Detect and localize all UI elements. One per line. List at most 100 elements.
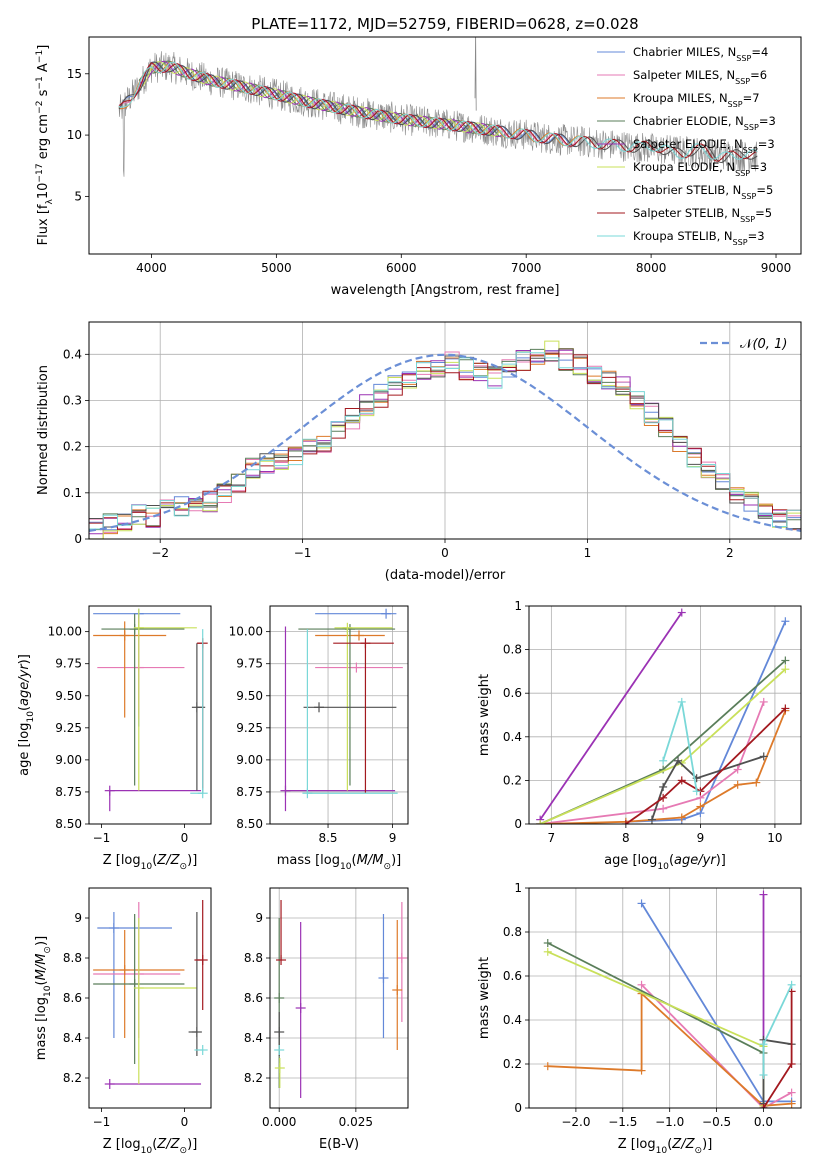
spectrum-xtick-label: 8000 bbox=[636, 261, 667, 275]
legend-entry: Chabrier ELODIE, NSSP=3 bbox=[633, 114, 776, 132]
normal-reference-curve bbox=[89, 353, 801, 532]
weight-vs-age-axes: 7 8 9 10 0 0.2 0.4 0.6 0.8 1 bbox=[503, 599, 802, 845]
age-vs-Z-ylabel: age [log10(age/yr)] bbox=[17, 654, 36, 776]
spectrum-ytick-label: 10 bbox=[67, 128, 82, 142]
histogram-xtick-label: 2 bbox=[726, 546, 734, 560]
mass-vs-Z-ytick-label: 8.4 bbox=[63, 1031, 82, 1045]
mass-vs-EBV-ytick-label: 8.2 bbox=[244, 1071, 263, 1085]
age-vs-Z-axes: −1 0 8.50 8.75 9.00 9.25 9.50 9.75 10.00 bbox=[48, 605, 212, 845]
age-vs-Z-xlabel: Z [log10(Z/Z⊙)] bbox=[103, 853, 198, 872]
mass-vs-Z-plot-area bbox=[93, 900, 208, 1089]
age-vs-mass-errorbar-kroupa-stelib bbox=[302, 629, 398, 799]
mass-vs-Z-errorbar-kroupa-stelib bbox=[194, 1045, 208, 1055]
age-vs-Z-ytick-label: 9.75 bbox=[55, 657, 82, 671]
histogram-ytick-label: 0.4 bbox=[63, 347, 82, 361]
mass-vs-EBV-ytick-label: 9 bbox=[255, 911, 263, 925]
weight-vs-Z-plot-area bbox=[529, 888, 801, 1108]
mass-vs-EBV-xtick-label: 0.025 bbox=[339, 1115, 373, 1129]
histogram-ylabel: Normed distribution bbox=[36, 365, 51, 495]
age-vs-Z-ytick-label: 9.25 bbox=[55, 721, 82, 735]
age-vs-mass-ytick-label: 8.75 bbox=[236, 785, 263, 799]
mass-vs-EBV-errorbar-chabrier-miles bbox=[378, 914, 389, 1038]
histogram-chabrier-stelib bbox=[89, 348, 801, 530]
mass-vs-EBV-xlabel: E(B-V) bbox=[319, 1137, 359, 1152]
weight-vs-age-xlabel: age [log10(age/yr)] bbox=[604, 853, 726, 872]
model-spectrum-salpeter-elodie bbox=[138, 60, 502, 138]
legend-entry: Chabrier MILES, NSSP=4 bbox=[633, 45, 768, 63]
mass-vs-EBV-frame bbox=[269, 887, 409, 1109]
weight-vs-age-ytick-label: 0.8 bbox=[503, 643, 522, 657]
mass-vs-EBV-ytick-label: 8.6 bbox=[244, 991, 263, 1005]
mass-vs-EBV-errorbar-salpeter-elodie bbox=[295, 922, 306, 1098]
weight-vs-Z-ytick-label: 0.8 bbox=[503, 925, 522, 939]
spectrum-frame bbox=[88, 36, 802, 255]
mass-vs-Z-ylabel: mass [log10(M/M⊙)] bbox=[34, 936, 53, 1060]
model-spectrum-salpeter-stelib bbox=[118, 62, 758, 162]
weight-vs-age-xtick-label: 10 bbox=[767, 831, 782, 845]
age-vs-mass-ytick-label: 9.00 bbox=[236, 753, 263, 767]
spectrum-xtick-label: 7000 bbox=[511, 261, 542, 275]
legend-entry: Chabrier STELIB, NSSP=5 bbox=[633, 183, 773, 201]
spectrum-xtick-label: 5000 bbox=[261, 261, 292, 275]
age-vs-mass-ytick-label: 9.25 bbox=[236, 721, 263, 735]
histogram-ytick-label: 0.2 bbox=[63, 440, 82, 454]
figure-title: PLATE=1172, MJD=52759, FIBERID=0628, z=0… bbox=[251, 15, 638, 33]
age-vs-mass-plot-area bbox=[270, 606, 408, 824]
spectrum-ylabel: Flux [fλ10−17 erg cm−2 s−1 A−1] bbox=[35, 45, 55, 246]
weight-vs-Z-ytick-label: 0.4 bbox=[503, 1013, 522, 1027]
histogram-xtick-label: −2 bbox=[151, 546, 169, 560]
mass-vs-EBV-errorbar-salpeter-stelib bbox=[276, 900, 287, 965]
mass-vs-EBV-errorbar-salpeter-miles bbox=[396, 902, 407, 1022]
weight-vs-Z-ytick-label: 0 bbox=[514, 1101, 522, 1115]
age-vs-mass-ytick-label: 9.75 bbox=[236, 657, 263, 671]
spectrum-xlabel: wavelength [Angstrom, rest frame] bbox=[331, 283, 560, 298]
weight-vs-Z-frame bbox=[528, 887, 802, 1109]
mass-vs-EBV-errorbar-kroupa-miles bbox=[392, 920, 403, 1050]
mass-vs-Z-xtick-label: −1 bbox=[93, 1115, 111, 1129]
age-vs-Z-xtick-label: −1 bbox=[93, 831, 111, 845]
histogram-ytick-label: 0 bbox=[74, 532, 82, 546]
weight-vs-age-ytick-label: 0.4 bbox=[503, 730, 522, 744]
mass-vs-EBV-xtick-label: 0.000 bbox=[262, 1115, 296, 1129]
age-vs-Z-errorbar-kroupa-stelib bbox=[190, 629, 208, 799]
mass-vs-Z-ytick-label: 8.8 bbox=[63, 951, 82, 965]
plots-layer: 4000 5000 6000 7000 8000 900051015wavelength … bbox=[17, 36, 802, 1156]
age-vs-Z-ytick-label: 9.00 bbox=[55, 753, 82, 767]
mass-vs-EBV-ytick-label: 8.4 bbox=[244, 1031, 263, 1045]
weight-vs-Z-xtick-label: −2.0 bbox=[561, 1115, 590, 1129]
weight-vs-Z-grid bbox=[529, 888, 801, 1108]
sky-line-spike bbox=[474, 37, 477, 111]
spectrum-ytick-label: 5 bbox=[74, 189, 82, 203]
mass-vs-Z-ytick-label: 8.6 bbox=[63, 991, 82, 1005]
weight-vs-Z-ylabel: mass weight bbox=[477, 957, 492, 1039]
legend-entry: Salpeter MILES, NSSP=6 bbox=[633, 68, 767, 86]
histogram-grid bbox=[89, 322, 801, 539]
mass-vs-EBV-errorbar-kroupa-stelib bbox=[274, 1045, 285, 1055]
histogram-ytick-label: 0.1 bbox=[63, 486, 82, 500]
model-spectrum-kroupa-elodie bbox=[138, 61, 502, 137]
mass-vs-Z-ytick-label: 8.2 bbox=[63, 1071, 82, 1085]
mass-vs-Z-frame bbox=[88, 887, 212, 1109]
age-vs-Z-errorbar-chabrier-elodie bbox=[101, 613, 185, 786]
weight-vs-Z-xlabel: Z [log10(Z/Z⊙)] bbox=[618, 1137, 713, 1156]
histogram-ytick-label: 0.3 bbox=[63, 393, 82, 407]
weight-vs-Z-ytick-label: 0.2 bbox=[503, 1057, 522, 1071]
age-vs-Z-plot-area bbox=[93, 608, 208, 812]
histogram-xtick-label: 0 bbox=[441, 546, 449, 560]
histogram-legend-label: 𝒩(0, 1) bbox=[740, 337, 787, 352]
mass-vs-Z-ytick-label: 9 bbox=[74, 911, 82, 925]
model-spectrum-salpeter-miles bbox=[118, 62, 577, 147]
mass-vs-Z-errorbar-salpeter-stelib bbox=[194, 900, 208, 1010]
legend-entry: Kroupa ELODIE, NSSP=3 bbox=[633, 160, 767, 178]
weight-vs-Z-xtick-label: −1.5 bbox=[608, 1115, 637, 1129]
mass-vs-Z-xlabel: Z [log10(Z/Z⊙)] bbox=[103, 1137, 198, 1156]
age-vs-Z-ytick-label: 10.00 bbox=[48, 625, 82, 639]
weight-vs-age-ytick-label: 0.6 bbox=[503, 686, 522, 700]
weight-vs-age-ytick-label: 0 bbox=[514, 817, 522, 831]
model-spectrum-chabrier-elodie bbox=[138, 60, 502, 138]
age-vs-Z-ytick-label: 9.50 bbox=[55, 689, 82, 703]
histogram-plot-area bbox=[89, 322, 801, 539]
weight-vs-Z-ytick-label: 0.6 bbox=[503, 969, 522, 983]
mass-vs-Z-errorbar-kroupa-elodie bbox=[133, 918, 197, 1084]
model-spectrum-kroupa-stelib bbox=[118, 61, 758, 160]
